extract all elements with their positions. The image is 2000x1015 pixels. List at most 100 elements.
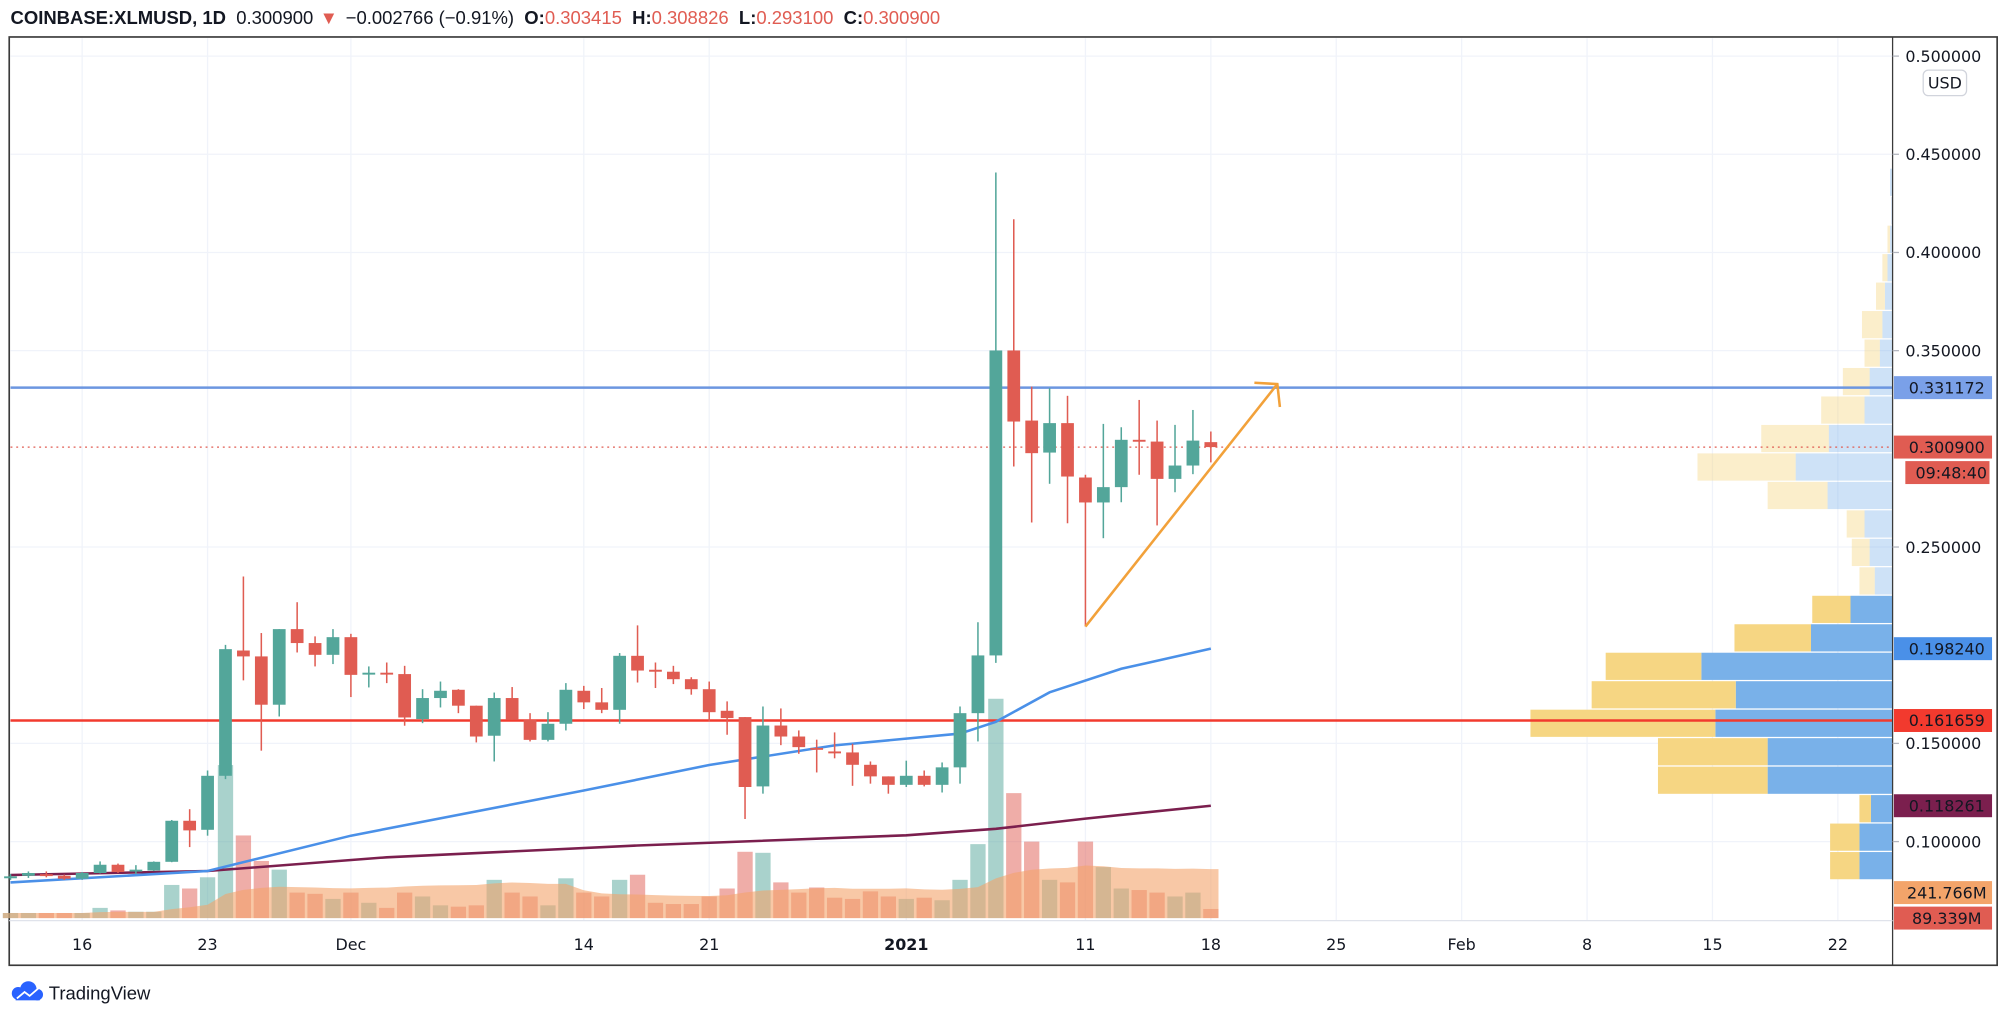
volume-profile-down-bar	[1861, 311, 1883, 339]
volume-profile-up-bar	[1735, 681, 1893, 709]
volume-profile-up-bar	[1810, 624, 1893, 652]
volume-profile-up-bar	[1874, 567, 1893, 595]
price-change: −0.002766 (−0.91%)	[346, 7, 514, 28]
candle	[720, 701, 734, 735]
volume-profile-up-bar	[1701, 652, 1893, 680]
candle	[559, 683, 573, 731]
candle-body	[22, 873, 35, 876]
candle	[667, 665, 680, 685]
candle	[541, 712, 555, 742]
close-value: 0.300900	[863, 7, 940, 28]
price-label-volume: 89.339M	[1893, 906, 1993, 930]
candle	[631, 625, 644, 683]
candle	[935, 762, 949, 793]
candle-body	[416, 698, 429, 720]
candle-body	[684, 679, 698, 690]
candle	[452, 689, 465, 714]
volume-profile-up-bar	[1767, 766, 1893, 794]
candle	[613, 653, 627, 724]
candle-body	[631, 655, 644, 671]
candle	[219, 644, 232, 780]
trendline-arrow[interactable]	[1084, 383, 1279, 628]
candle	[864, 761, 877, 784]
drawings[interactable]	[1084, 381, 1282, 628]
volume-pane	[2, 698, 1219, 919]
currency-button[interactable]: USD	[1922, 69, 1968, 97]
y-tick-label: 0.500000	[1905, 47, 1981, 66]
volume-profile-down-bar	[1830, 823, 1860, 851]
candle	[577, 685, 591, 710]
candle-body	[111, 864, 125, 873]
candle	[702, 681, 716, 722]
candle-body	[469, 705, 483, 737]
candle-body	[75, 873, 89, 879]
candle	[1186, 409, 1200, 475]
candle-body	[613, 655, 627, 710]
volume-profile-down-bar	[1859, 795, 1871, 823]
candle-body	[1096, 487, 1110, 503]
tradingview-wordmark: TradingView	[49, 983, 151, 1004]
candle-body	[308, 643, 322, 655]
candle-body	[1114, 439, 1128, 488]
candle	[416, 689, 429, 724]
time-axis[interactable]: 16 23 Dec 14 21 2021 11 18 25 Feb 8 15 22	[72, 935, 1848, 954]
triangle-down-icon: ▼	[320, 7, 338, 28]
volume-profile-down-bar	[1876, 282, 1885, 310]
candle-body	[1168, 465, 1182, 479]
x-tick-label: 11	[1075, 935, 1095, 954]
candle	[1168, 424, 1182, 493]
volume-profile-down-bar	[1846, 510, 1865, 538]
y-tick-label: 0.400000	[1905, 243, 1981, 262]
candle-body	[756, 725, 770, 787]
candle-body	[254, 656, 268, 705]
volume-profile-up-bar	[1859, 823, 1893, 851]
candle-body	[487, 698, 501, 736]
candle-body	[953, 713, 967, 768]
candle	[1204, 431, 1218, 463]
volume-profile-down-bar	[1605, 652, 1702, 680]
candle-body	[523, 719, 537, 740]
tradingview-logo[interactable]: TradingView	[11, 981, 151, 1004]
candle-body	[1204, 442, 1218, 448]
candle-body	[649, 669, 662, 672]
chart-legend: COINBASE:XLMUSD, 1D 0.300900 ▼ −0.002766…	[11, 7, 941, 28]
candle	[1043, 388, 1056, 484]
volume-profile-up-bar	[1795, 453, 1893, 481]
low-label: L:	[739, 7, 756, 28]
volume-profile-up-bar	[1890, 168, 1893, 196]
volume-profile-up-bar	[1715, 709, 1893, 737]
volume-profile-down-bar	[1842, 367, 1870, 396]
candle	[1007, 219, 1021, 467]
y-tick-label: 0.450000	[1905, 145, 1981, 164]
volume-profile-down-bar	[1657, 738, 1768, 766]
candle-body	[57, 875, 71, 879]
candle	[684, 677, 698, 695]
candle	[254, 633, 268, 751]
candle-body	[1150, 441, 1164, 479]
candle	[1061, 395, 1074, 524]
price-label-text: 09:48:40	[1915, 463, 1987, 482]
x-tick-label: 21	[699, 935, 719, 954]
candle-body	[344, 637, 358, 675]
candle-body	[881, 776, 895, 785]
candle	[4, 873, 17, 880]
candle	[899, 760, 913, 787]
x-tick-label: 2021	[884, 935, 928, 954]
volume-profile	[1530, 168, 1893, 880]
candle	[344, 633, 358, 698]
x-tick-label: 8	[1582, 935, 1592, 954]
volume-bar	[988, 698, 1004, 919]
candle-body	[183, 820, 197, 831]
y-tick-label: 0.100000	[1905, 832, 1981, 851]
price-label-ma_slow: 0.118261	[1893, 794, 1993, 818]
x-tick-label: Dec	[335, 935, 366, 954]
candle-body	[272, 629, 286, 705]
candle-body	[219, 649, 232, 776]
tradingview-cloud-icon	[11, 981, 44, 1001]
volume-profile-down-bar	[1864, 339, 1880, 367]
candle-body	[326, 637, 340, 655]
volume-profile-up-bar	[1890, 225, 1893, 253]
price-axis[interactable]: 0.500000 0.450000 0.400000 0.350000 0.250000…	[1892, 47, 1982, 851]
candle	[22, 871, 35, 878]
